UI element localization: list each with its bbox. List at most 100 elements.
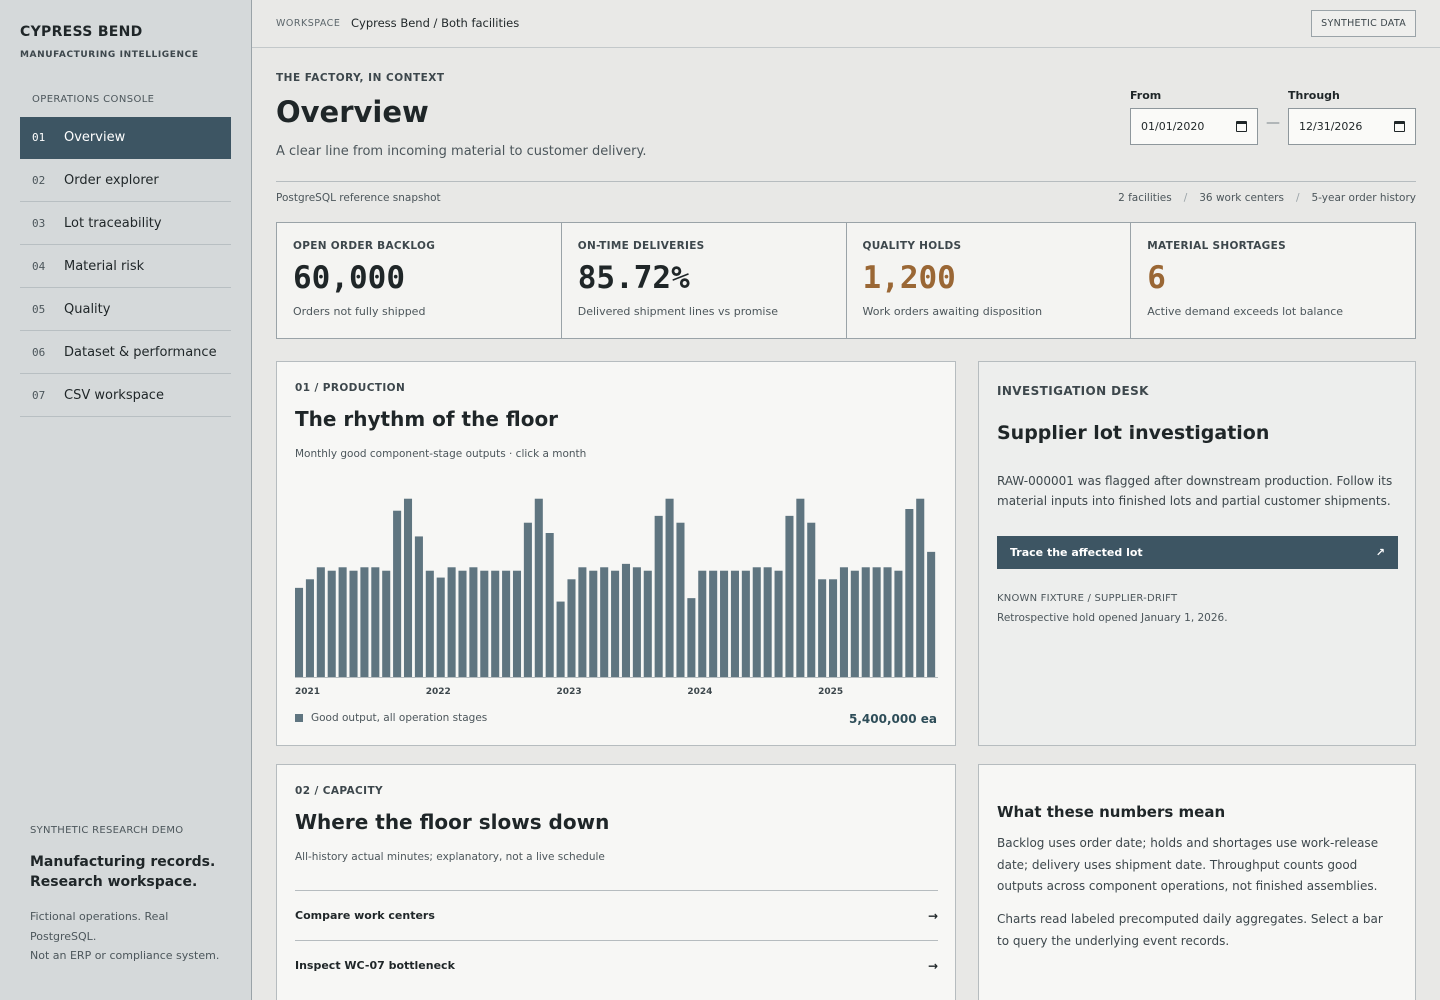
nav-section-label: OPERATIONS CONSOLE [32,94,155,105]
sidebar-item-order-explorer[interactable]: 02 Order explorer [20,159,231,202]
chart-bar[interactable] [730,570,739,677]
chart-bar[interactable] [589,570,598,677]
numbers-explainer-panel: What these numbers mean Backlog uses ord… [978,764,1416,1000]
nav-number: 01 [32,131,46,144]
chart-bar[interactable] [872,567,881,677]
chart-bar[interactable] [523,522,532,677]
chart-bar[interactable] [665,498,674,677]
chart-bar[interactable] [654,515,663,677]
chart-bar[interactable] [502,570,511,677]
chart-bar[interactable] [382,570,391,677]
chart-bar[interactable] [556,601,565,677]
chart-bar[interactable] [360,567,369,677]
chart-bar[interactable] [316,567,325,677]
chart-bar[interactable] [469,567,478,677]
chart-bar[interactable] [295,587,304,677]
chart-bar[interactable] [425,570,434,677]
chart-bar[interactable] [796,498,805,677]
chart-bar[interactable] [545,533,554,677]
kpi-value: 85.72% [577,260,690,296]
chart-bar[interactable] [621,563,631,677]
link-label: Compare work centers [295,909,435,922]
sidebar-item-dataset-performance[interactable]: 06 Dataset & performance [20,331,231,374]
chart-bar[interactable] [752,567,761,677]
sidebar-item-lot-traceability[interactable]: 03 Lot traceability [20,202,231,245]
chart-bar[interactable] [447,567,456,677]
kpi-description: Work orders awaiting disposition [862,305,1043,318]
chart-bar[interactable] [327,570,336,677]
chart-bar[interactable] [905,509,914,677]
chart-bar[interactable] [567,579,576,677]
chart-bar[interactable] [774,570,783,677]
from-date-group: From 01/01/2020 [1130,89,1258,145]
chart-bar[interactable] [305,579,314,677]
chart-bar[interactable] [480,570,489,677]
chart-bar[interactable] [687,598,696,677]
chart-bar[interactable] [643,570,652,677]
nav-label: Order explorer [64,172,159,188]
chart-bar[interactable] [349,570,358,677]
nav-label: Quality [64,301,111,317]
sidebar-nav: 01 Overview 02 Order explorer 03 Lot tra… [20,117,231,417]
chart-total: 5,400,000 ea [849,712,937,726]
investigation-text: RAW-000001 was flagged after downstream … [997,474,1393,508]
chart-bar[interactable] [414,536,423,677]
sidebar-item-overview[interactable]: 01 Overview [20,117,231,159]
workspace-breadcrumb[interactable]: Cypress Bend / Both facilities [351,16,520,30]
chart-bar[interactable] [403,498,413,677]
work-centers-count: 36 work centers [1199,192,1284,204]
chart-bar[interactable] [741,570,750,677]
chart-bar[interactable] [371,567,380,677]
sidebar-item-csv-workspace[interactable]: 07 CSV workspace [20,374,231,417]
chart-bar[interactable] [436,577,445,677]
arrow-right-icon: → [927,908,938,923]
chart-bar[interactable] [534,498,543,677]
calendar-icon[interactable] [1394,121,1405,132]
chart-bar[interactable] [785,515,794,677]
chart-bar[interactable] [818,579,827,677]
chart-bar[interactable] [632,567,641,677]
chart-bar[interactable] [916,498,925,677]
nav-number: 03 [32,216,46,230]
chart-bar[interactable] [883,567,892,677]
button-label: Trace the affected lot [1010,546,1143,559]
chart-bar[interactable] [894,570,903,677]
panel-eyebrow: INVESTIGATION DESK [997,384,1149,398]
chart-bar[interactable] [458,570,467,677]
chart-bar[interactable] [393,510,402,677]
chart-bar[interactable] [600,567,609,677]
inspect-bottleneck-link[interactable]: Inspect WC-07 bottleneck → [295,940,938,990]
chart-bar[interactable] [512,570,522,677]
kpi-row: OPEN ORDER BACKLOG 60,000 Orders not ful… [276,222,1416,339]
chart-bar[interactable] [850,570,859,677]
calendar-icon[interactable] [1236,121,1247,132]
chart-bar[interactable] [611,570,620,677]
chart-bar[interactable] [829,579,838,677]
from-date-input[interactable]: 01/01/2020 [1130,108,1258,145]
chart-bar[interactable] [491,570,500,677]
top-bar: WORKSPACE Cypress Bend / Both facilities… [252,0,1440,48]
chart-bar[interactable] [338,567,347,677]
date-range-dash: — [1266,115,1280,131]
through-date-value: 12/31/2026 [1299,120,1363,133]
chart-bar[interactable] [807,522,816,677]
through-date-input[interactable]: 12/31/2026 [1288,108,1416,145]
chart-bar[interactable] [676,522,685,677]
chart-bar[interactable] [578,567,587,677]
investigation-panel: INVESTIGATION DESK Supplier lot investig… [978,361,1416,746]
chart-bar[interactable] [720,570,729,677]
trace-affected-lot-button[interactable]: Trace the affected lot ↗ [997,536,1398,569]
production-bar-chart[interactable]: 2021 2022 2023 2024 2025 [295,480,938,700]
chart-bar[interactable] [709,570,718,677]
chart-bar[interactable] [839,567,848,677]
chart-bar[interactable] [698,570,707,677]
sidebar-item-material-risk[interactable]: 04 Material risk [20,245,231,288]
chart-bar[interactable] [763,567,772,677]
chart-bar[interactable] [927,551,936,677]
panel-title: The rhythm of the floor [295,407,559,431]
chart-bar[interactable] [861,567,870,677]
compare-work-centers-link[interactable]: Compare work centers → [295,890,938,940]
external-arrow-icon: ↗ [1375,546,1385,559]
sidebar-item-quality[interactable]: 05 Quality [20,288,231,331]
header-divider [276,181,1416,182]
